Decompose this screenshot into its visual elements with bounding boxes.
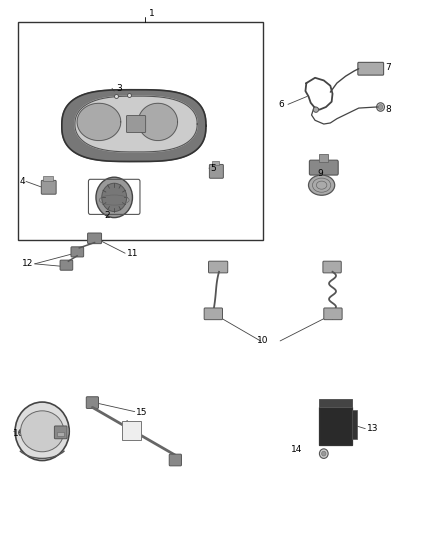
Ellipse shape (21, 411, 64, 452)
Text: 16: 16 (13, 430, 25, 439)
FancyBboxPatch shape (88, 233, 102, 244)
Ellipse shape (321, 451, 326, 456)
Text: 11: 11 (127, 249, 139, 258)
Text: 15: 15 (136, 408, 148, 417)
Text: 3: 3 (117, 84, 122, 93)
Bar (43, 176, 53, 181)
FancyBboxPatch shape (209, 165, 223, 178)
Text: 1: 1 (149, 10, 155, 19)
Ellipse shape (378, 104, 383, 109)
Ellipse shape (102, 183, 127, 212)
Ellipse shape (15, 402, 69, 461)
FancyBboxPatch shape (208, 261, 228, 273)
Bar (212, 161, 219, 165)
Bar (57, 432, 64, 436)
Polygon shape (75, 96, 197, 152)
Text: 14: 14 (290, 446, 302, 455)
Text: 7: 7 (385, 63, 391, 71)
Polygon shape (138, 103, 177, 141)
Bar (122, 421, 141, 440)
FancyBboxPatch shape (358, 62, 384, 75)
Polygon shape (62, 90, 206, 161)
Text: 8: 8 (385, 105, 391, 114)
Text: 4: 4 (19, 177, 25, 186)
Bar (319, 154, 328, 162)
Text: 9: 9 (317, 169, 323, 178)
FancyBboxPatch shape (309, 160, 338, 175)
FancyBboxPatch shape (71, 247, 84, 257)
FancyBboxPatch shape (86, 397, 99, 408)
FancyBboxPatch shape (323, 261, 341, 273)
Ellipse shape (313, 107, 318, 112)
Text: 5: 5 (210, 164, 216, 173)
FancyBboxPatch shape (54, 426, 67, 439)
Bar (18, 22, 263, 240)
Text: 2: 2 (105, 212, 110, 221)
FancyBboxPatch shape (324, 308, 342, 320)
Polygon shape (77, 103, 121, 141)
FancyBboxPatch shape (127, 116, 146, 133)
Ellipse shape (96, 177, 132, 217)
FancyBboxPatch shape (60, 260, 73, 270)
Bar (352, 410, 357, 439)
Bar (319, 407, 352, 445)
Text: 12: 12 (22, 260, 33, 268)
Ellipse shape (319, 449, 328, 458)
Text: 13: 13 (367, 424, 379, 433)
FancyBboxPatch shape (204, 308, 223, 320)
FancyBboxPatch shape (169, 454, 181, 466)
Text: 6: 6 (279, 100, 285, 109)
Ellipse shape (308, 175, 335, 195)
Bar (319, 399, 352, 407)
FancyBboxPatch shape (41, 180, 56, 194)
Ellipse shape (377, 103, 385, 111)
Text: 10: 10 (257, 336, 268, 345)
